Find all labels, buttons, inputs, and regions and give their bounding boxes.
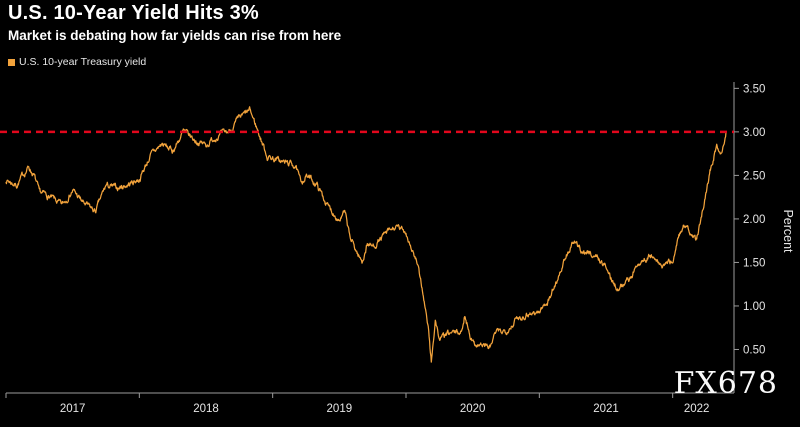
x-tick-label: 2021 <box>593 403 619 415</box>
y-axis-label: Percent <box>781 209 795 253</box>
y-tick-label: 2.00 <box>743 214 765 226</box>
y-tick-label: 3.50 <box>743 83 765 95</box>
y-tick-label: 0.50 <box>743 344 765 356</box>
legend: U.S. 10-year Treasury yield <box>8 56 146 68</box>
y-tick-label: 1.50 <box>743 257 765 269</box>
yield-line-series <box>5 106 727 363</box>
y-tick-label: 1.00 <box>743 301 765 313</box>
x-tick-label: 2017 <box>60 403 86 415</box>
legend-label: U.S. 10-year Treasury yield <box>19 56 147 68</box>
legend-marker-icon <box>8 58 15 66</box>
x-tick-label: 2019 <box>327 403 353 415</box>
chart-title: U.S. 10-Year Yield Hits 3% <box>8 2 259 24</box>
x-tick-label: 2020 <box>460 403 486 415</box>
y-tick-label: 2.50 <box>743 170 765 182</box>
watermark: FX678 <box>673 366 778 401</box>
chart-subtitle: Market is debating how far yields can ri… <box>8 28 342 43</box>
x-tick-label: 2022 <box>684 403 710 415</box>
y-tick-label: 3.00 <box>743 127 765 139</box>
x-tick-label: 2018 <box>193 403 219 415</box>
